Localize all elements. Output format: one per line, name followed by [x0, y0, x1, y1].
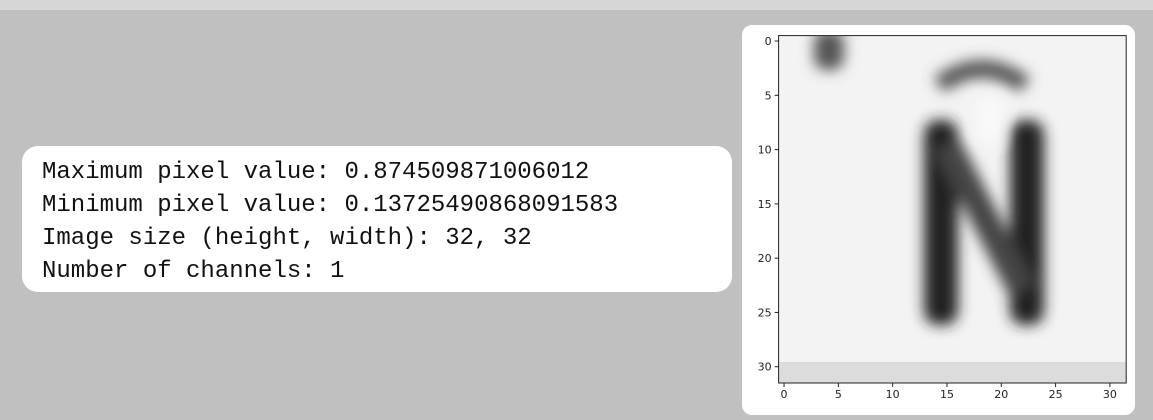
output-line: Maximum pixel value: 0.874509871006012 [42, 156, 732, 189]
y-tick-label: 15 [758, 198, 772, 211]
y-tick-label: 0 [765, 35, 772, 48]
x-tick-label: 5 [835, 388, 842, 401]
image-pixels [779, 30, 1127, 383]
y-tick-label: 20 [758, 252, 772, 265]
x-tick-label: 20 [994, 388, 1008, 401]
output-line: Number of channels: 1 [42, 255, 732, 288]
y-tick-label: 25 [758, 306, 772, 319]
plot-panel: 0 5 10 15 20 25 30 0 5 10 15 20 25 30 [742, 25, 1135, 415]
x-tick-label: 15 [940, 388, 954, 401]
x-tick-label: 30 [1103, 388, 1117, 401]
screenshot: Maximum pixel value: 0.874509871006012 M… [0, 0, 1153, 420]
image-plot: 0 5 10 15 20 25 30 0 5 10 15 20 25 30 [742, 25, 1135, 415]
y-tick-label: 5 [765, 89, 772, 102]
output-line: Minimum pixel value: 0.13725490868091583 [42, 189, 732, 222]
y-tick-label: 30 [758, 361, 772, 374]
output-text-box: Maximum pixel value: 0.874509871006012 M… [22, 146, 732, 292]
y-tick-label: 10 [758, 144, 772, 157]
x-tick-label: 25 [1049, 388, 1063, 401]
x-tick-label: 10 [886, 388, 900, 401]
x-tick-label: 0 [781, 388, 788, 401]
top-band [0, 0, 1153, 10]
output-line: Image size (height, width): 32, 32 [42, 222, 732, 255]
